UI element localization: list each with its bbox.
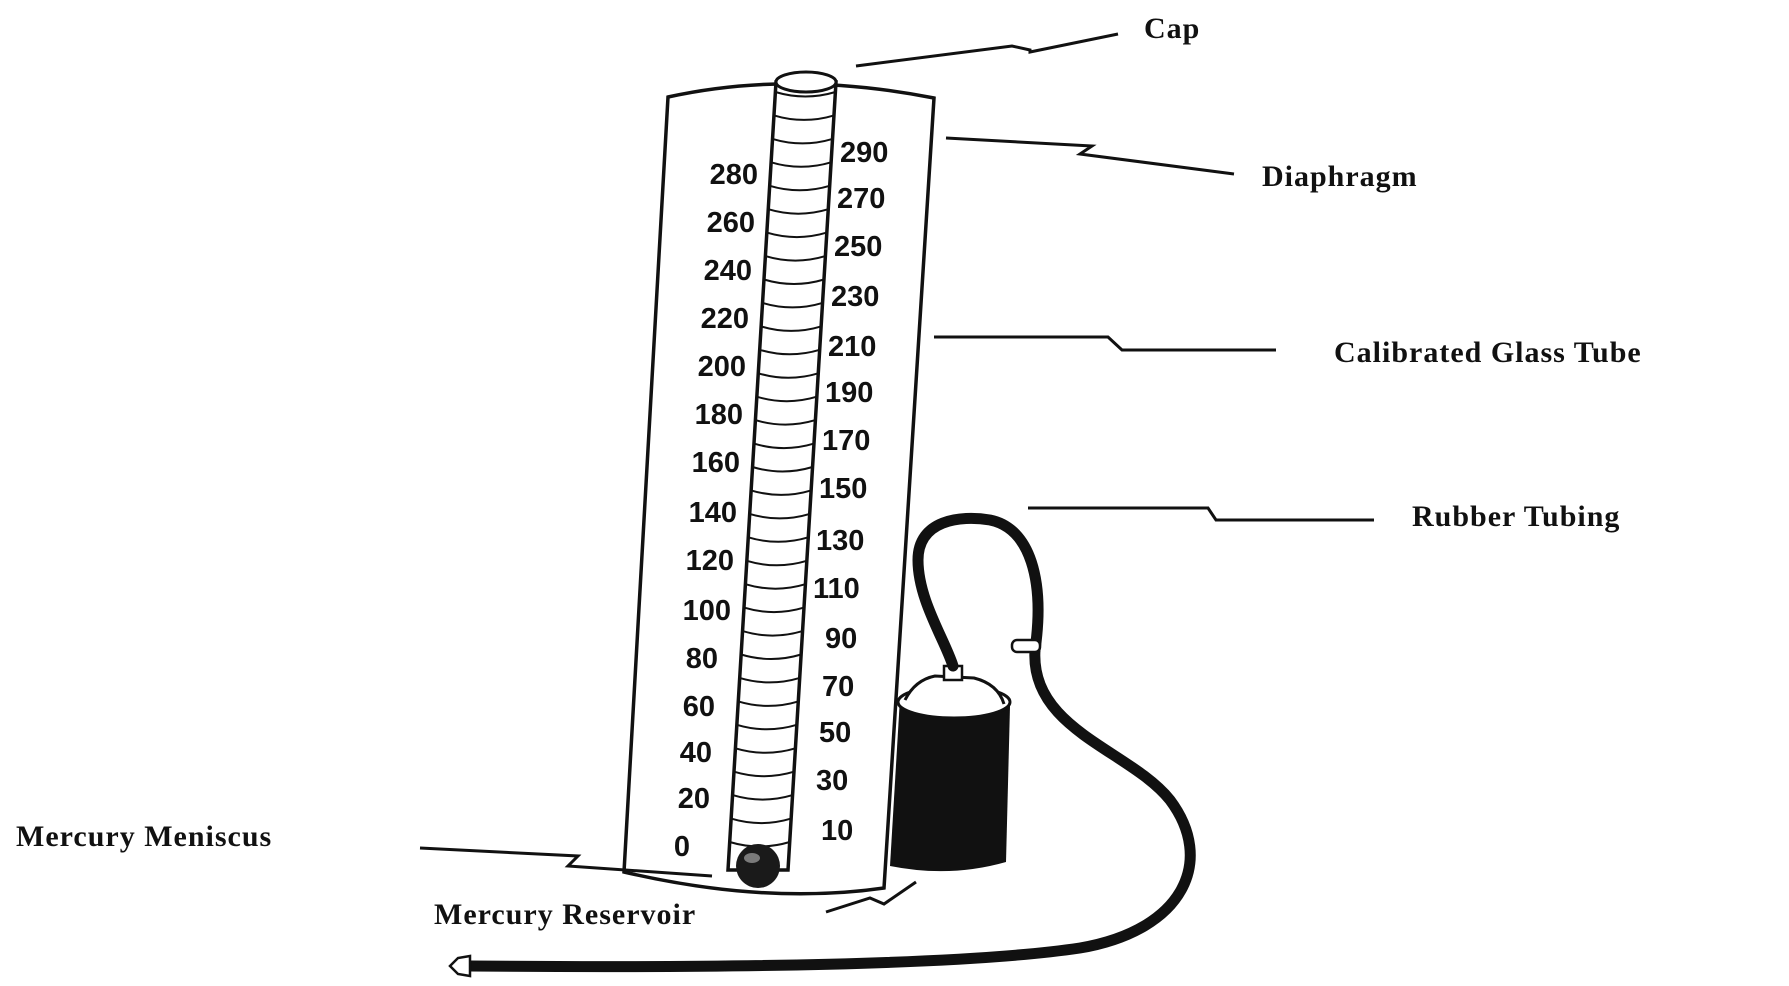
tube-ring [775, 91, 836, 98]
tube-ring [772, 137, 833, 145]
mercury-reservoir-label: Mercury Reservoir [434, 898, 696, 931]
rubber-tubing-illustration [448, 512, 1196, 978]
left-scale-number: 180 [695, 399, 743, 431]
cap-label: Cap [1144, 12, 1200, 45]
right-scale-number: 70 [822, 671, 854, 703]
left-scale-number: 220 [701, 303, 749, 335]
right-scale: 290 270 250 230 210 190 170 150 130 110 … [813, 137, 888, 847]
right-scale-number: 110 [813, 573, 860, 605]
tube-ring [770, 161, 832, 168]
left-scale-number: 20 [678, 783, 710, 815]
left-scale-number: 80 [686, 643, 718, 675]
right-scale-number: 170 [822, 425, 870, 457]
left-scale-number: 260 [707, 207, 755, 239]
right-scale-number: 30 [816, 765, 848, 797]
tube-ring [735, 747, 796, 754]
left-scale-number: 200 [698, 351, 746, 383]
left-scale-number: 280 [710, 159, 758, 191]
mercury-meniscus-leader [419, 846, 713, 878]
diaphragm-leader [945, 136, 1235, 176]
right-scale-number: 230 [831, 281, 879, 313]
tube-ring [759, 348, 820, 356]
tube-ring [738, 700, 799, 707]
tube-clamp [1010, 638, 1042, 654]
diaphragm-label: Diaphragm [1262, 160, 1418, 193]
left-scale-number: 0 [674, 831, 690, 863]
callout-labels: Cap Diaphragm Calibrated Glass Tube Rubb… [16, 12, 1642, 931]
tube-ring [753, 442, 815, 450]
mercury-reservoir-leader [825, 880, 917, 914]
right-scale-number: 190 [825, 377, 873, 409]
tube-ring [763, 278, 825, 285]
right-scale-number: 250 [834, 231, 882, 263]
right-scale-number: 130 [816, 525, 864, 557]
mercury-meniscus-highlight [744, 853, 760, 863]
left-scale-number: 140 [689, 497, 737, 529]
tube-ring [745, 583, 806, 590]
calibrated-glass-tube-label: Calibrated Glass Tube [1334, 336, 1642, 369]
tube-ring [748, 536, 809, 543]
tube-ring [773, 114, 835, 121]
calibrated-glass-tube-leader [934, 335, 1276, 352]
tube-end-fitting [448, 954, 472, 978]
tube-ring [752, 466, 813, 473]
tube-ring [762, 301, 823, 309]
rubber-tube-long [464, 644, 1196, 973]
rubber-tube-top-loop [912, 512, 1044, 672]
tube-ring [750, 489, 812, 496]
tube-ring [746, 559, 808, 567]
glass-tube [726, 70, 838, 888]
tube-ring [766, 231, 828, 239]
cap-leader [855, 32, 1119, 68]
right-scale-number: 50 [819, 717, 851, 749]
tube-ring [768, 208, 829, 215]
cap-top [774, 70, 838, 94]
right-scale-number: 150 [819, 473, 867, 505]
tube-ring [765, 255, 826, 262]
left-scale-number: 120 [686, 545, 734, 577]
right-scale-number: 210 [828, 331, 876, 363]
tube-ring [743, 606, 805, 614]
mercury-meniscus-ball [736, 844, 780, 888]
tube-ring [733, 770, 795, 778]
mercury-reservoir-illustration [890, 664, 1012, 872]
reservoir-shine [964, 706, 981, 714]
tube-ring [755, 419, 816, 426]
reservoir-body [890, 698, 1010, 872]
leader-lines [419, 32, 1374, 914]
right-scale-number: 90 [825, 623, 857, 655]
rubber-tubing-label: Rubber Tubing [1412, 500, 1620, 533]
tube-ring [730, 817, 792, 825]
right-scale-number: 10 [821, 815, 853, 847]
tube-ring [740, 653, 802, 660]
mercury-meniscus-label: Mercury Meniscus [16, 820, 272, 853]
left-scale-number: 40 [680, 737, 712, 769]
tube-ring [742, 630, 803, 637]
right-scale-number: 270 [837, 183, 885, 215]
tube-ring [769, 184, 830, 192]
tube-ring [732, 794, 793, 801]
left-scale-number: 160 [692, 447, 740, 479]
tube-ring [739, 676, 800, 684]
tube-ring [749, 512, 810, 520]
left-scale: 280 260 240 220 200 180 160 140 120 100 … [674, 159, 758, 863]
tube-rings [729, 91, 836, 848]
tube-ring [760, 325, 822, 332]
rubber-tubing-leader [1028, 506, 1374, 522]
tube-ring [756, 395, 818, 403]
tube-ring [758, 372, 819, 379]
right-scale-number: 290 [840, 137, 888, 169]
left-scale-number: 240 [704, 255, 752, 287]
left-scale-number: 100 [683, 595, 731, 627]
tube-ring [736, 723, 798, 731]
left-scale-number: 60 [683, 691, 715, 723]
